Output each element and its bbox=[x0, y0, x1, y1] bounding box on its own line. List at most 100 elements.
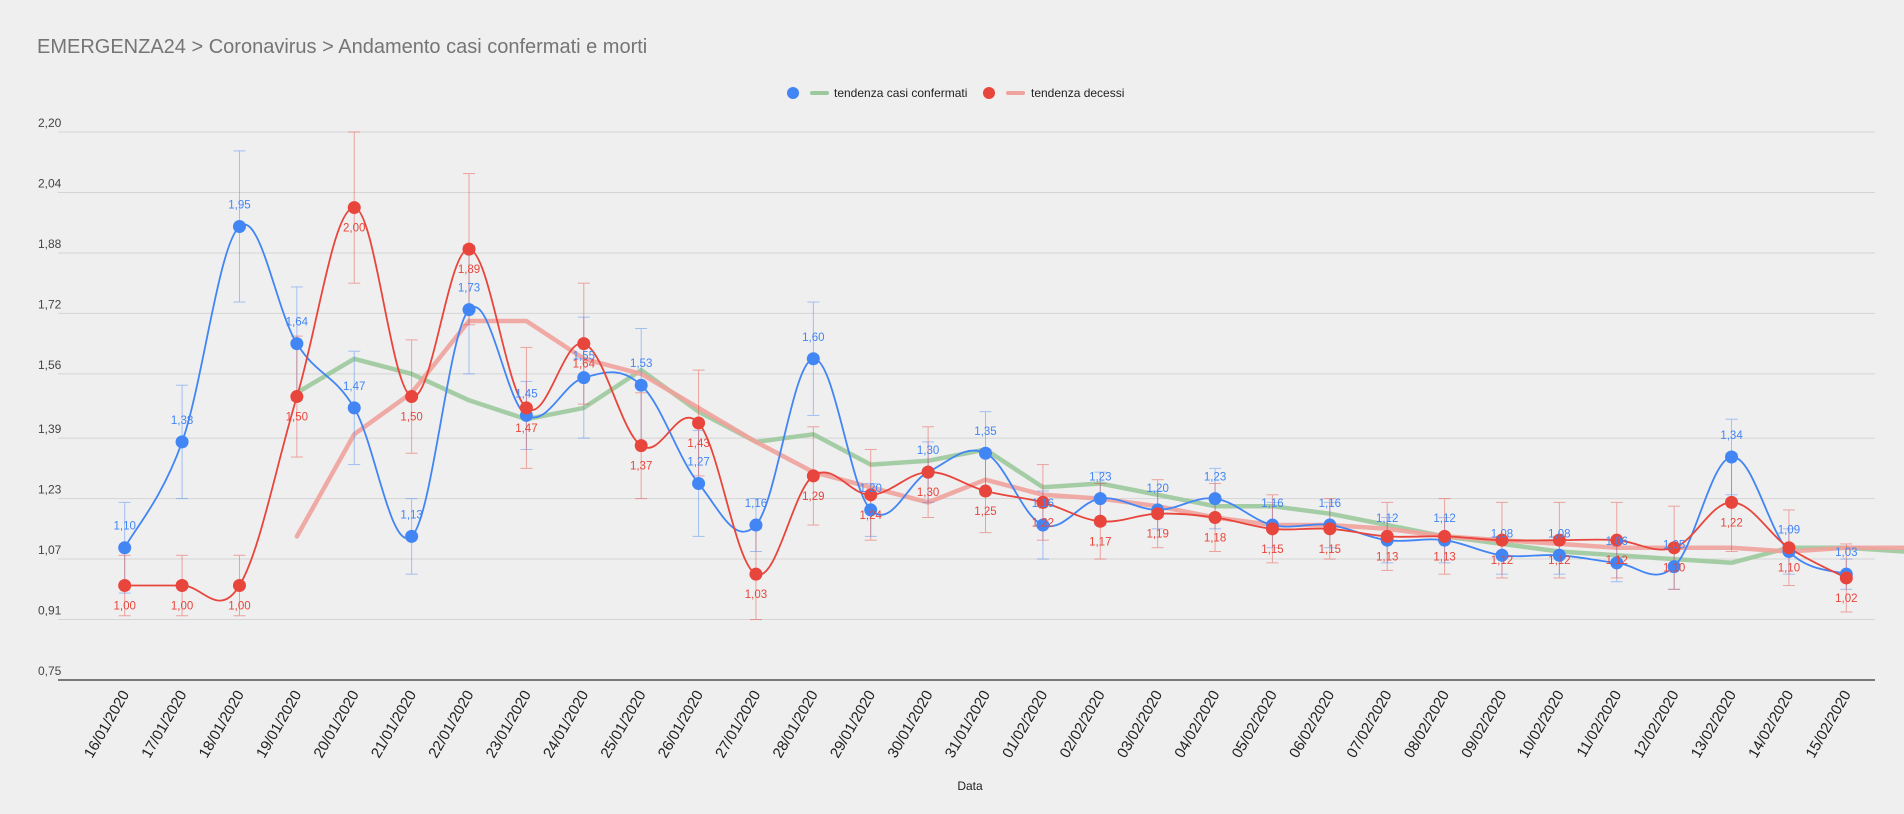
confirmed-data-label: 1,35 bbox=[974, 426, 996, 438]
confirmed-data-label: 1,16 bbox=[745, 498, 767, 510]
confirmed-point[interactable] bbox=[1036, 518, 1050, 532]
x-tick-label: 14/02/2020 bbox=[1745, 688, 1797, 762]
deaths-data-label: 1,13 bbox=[1376, 551, 1398, 563]
confirmed-data-label: 1,64 bbox=[286, 317, 309, 329]
deaths-point[interactable] bbox=[1323, 522, 1337, 536]
deaths-point[interactable] bbox=[462, 242, 476, 256]
deaths-point[interactable] bbox=[1151, 507, 1165, 521]
deaths-point[interactable] bbox=[1380, 529, 1394, 543]
deaths-point[interactable] bbox=[1610, 533, 1624, 547]
confirmed-point[interactable] bbox=[175, 435, 189, 449]
confirmed-data-label: 1,16 bbox=[1261, 498, 1283, 510]
x-tick-label: 10/02/2020 bbox=[1516, 688, 1568, 762]
deaths-point[interactable] bbox=[175, 579, 189, 593]
confirmed-point[interactable] bbox=[979, 446, 992, 460]
deaths-point[interactable] bbox=[1265, 522, 1279, 536]
x-tick-label: 23/01/2020 bbox=[483, 688, 535, 762]
deaths-point[interactable] bbox=[1782, 541, 1796, 555]
deaths-data-label: 1,47 bbox=[515, 423, 537, 435]
deaths-series-line bbox=[124, 206, 1847, 602]
deaths-point[interactable] bbox=[1438, 529, 1452, 543]
x-tick-label: 05/02/2020 bbox=[1229, 688, 1281, 762]
series-lines bbox=[123, 206, 1847, 602]
confirmed-data-label: 1,34 bbox=[1720, 430, 1743, 442]
x-tick-label: 30/01/2020 bbox=[884, 688, 936, 762]
deaths-point[interactable] bbox=[1725, 495, 1739, 509]
deaths-point[interactable] bbox=[806, 469, 820, 483]
x-tick-label: 28/01/2020 bbox=[770, 688, 822, 762]
y-tick-label: 1,23 bbox=[38, 483, 62, 497]
deaths-point[interactable] bbox=[577, 337, 591, 351]
deaths-point[interactable] bbox=[405, 390, 419, 404]
deaths-point[interactable] bbox=[634, 439, 648, 453]
data-labels: 1,10 1,38 1,95 1,64 1,47 1,13 1,73 1,45 1,55 1,53… bbox=[113, 199, 1857, 612]
confirmed-data-label: 1,30 bbox=[917, 445, 939, 457]
confirmed-data-label: 1,13 bbox=[400, 509, 422, 521]
deaths-point[interactable] bbox=[290, 390, 304, 404]
confirmed-point[interactable] bbox=[347, 401, 361, 415]
confirmed-point[interactable] bbox=[232, 219, 246, 233]
confirmed-point[interactable] bbox=[1725, 450, 1739, 464]
confirmed-point[interactable] bbox=[118, 541, 132, 555]
confirmed-point[interactable] bbox=[806, 352, 820, 366]
x-tick-label: 27/01/2020 bbox=[712, 688, 764, 762]
confirmed-point[interactable] bbox=[290, 337, 304, 351]
deaths-point[interactable] bbox=[921, 465, 935, 479]
confirmed-point[interactable] bbox=[405, 529, 419, 543]
deaths-data-label: 1,12 bbox=[1491, 555, 1513, 567]
deaths-point[interactable] bbox=[1036, 495, 1050, 509]
deaths-point[interactable] bbox=[1495, 533, 1509, 547]
deaths-point[interactable] bbox=[1667, 541, 1681, 555]
deaths-point[interactable] bbox=[864, 488, 878, 502]
deaths-data-label: 1,22 bbox=[1032, 517, 1054, 529]
confirmed-trend-line bbox=[294, 356, 1904, 566]
gridlines bbox=[58, 131, 1875, 681]
confirmed-data-label: 1,10 bbox=[113, 521, 135, 533]
x-tick-label: 06/02/2020 bbox=[1286, 688, 1338, 762]
confirmed-data-label: 1,12 bbox=[1376, 513, 1398, 525]
confirmed-point[interactable] bbox=[1093, 492, 1107, 506]
y-tick-label: 1,39 bbox=[38, 422, 62, 436]
deaths-data-label: 1,18 bbox=[1204, 532, 1226, 544]
confirmed-data-label: 1,03 bbox=[1835, 547, 1857, 559]
legend-label-deaths[interactable]: tendenza decessi bbox=[1031, 86, 1124, 100]
confirmed-point[interactable] bbox=[634, 378, 648, 392]
deaths-point[interactable] bbox=[692, 416, 706, 430]
confirmed-point[interactable] bbox=[864, 503, 878, 517]
deaths-point[interactable] bbox=[749, 567, 763, 581]
confirmed-point[interactable] bbox=[1667, 560, 1681, 574]
deaths-point[interactable] bbox=[1839, 571, 1853, 585]
confirmed-point[interactable] bbox=[577, 371, 591, 385]
x-axis-ticks: 16/01/2020 17/01/2020 18/01/2020 19/01/2020… bbox=[81, 688, 1855, 762]
x-tick-label: 18/01/2020 bbox=[196, 688, 248, 762]
deaths-data-label: 1,43 bbox=[687, 438, 709, 450]
y-tick-label: 2,04 bbox=[38, 176, 62, 190]
confirmed-data-label: 1,60 bbox=[802, 332, 824, 344]
y-tick-label: 0,75 bbox=[38, 664, 62, 678]
confirmed-data-label: 1,73 bbox=[458, 283, 480, 295]
legend-marker-confirmed bbox=[787, 87, 799, 99]
data-points[interactable] bbox=[118, 201, 1853, 593]
deaths-point[interactable] bbox=[1093, 514, 1107, 528]
deaths-point[interactable] bbox=[979, 484, 992, 498]
confirmed-point[interactable] bbox=[692, 476, 706, 490]
confirmed-point[interactable] bbox=[1495, 548, 1509, 562]
legend-label-confirmed[interactable]: tendenza casi confermati bbox=[834, 86, 967, 100]
deaths-point[interactable] bbox=[519, 401, 533, 415]
deaths-point[interactable] bbox=[118, 579, 132, 593]
confirmed-point[interactable] bbox=[749, 518, 763, 532]
deaths-point[interactable] bbox=[1552, 533, 1566, 547]
y-tick-label: 1,88 bbox=[38, 237, 62, 251]
deaths-point[interactable] bbox=[347, 201, 361, 215]
deaths-data-label: 1,00 bbox=[171, 601, 193, 613]
x-tick-label: 11/02/2020 bbox=[1574, 688, 1626, 761]
deaths-point[interactable] bbox=[232, 579, 246, 593]
confirmed-point[interactable] bbox=[1552, 548, 1566, 562]
deaths-point[interactable] bbox=[1208, 510, 1222, 524]
confirmed-point[interactable] bbox=[1610, 556, 1624, 570]
legend[interactable]: tendenza casi confermati tendenza decess… bbox=[787, 86, 1124, 100]
confirmed-data-label: 1,20 bbox=[1146, 483, 1168, 495]
confirmed-point[interactable] bbox=[1208, 492, 1222, 506]
confirmed-point[interactable] bbox=[462, 303, 476, 317]
